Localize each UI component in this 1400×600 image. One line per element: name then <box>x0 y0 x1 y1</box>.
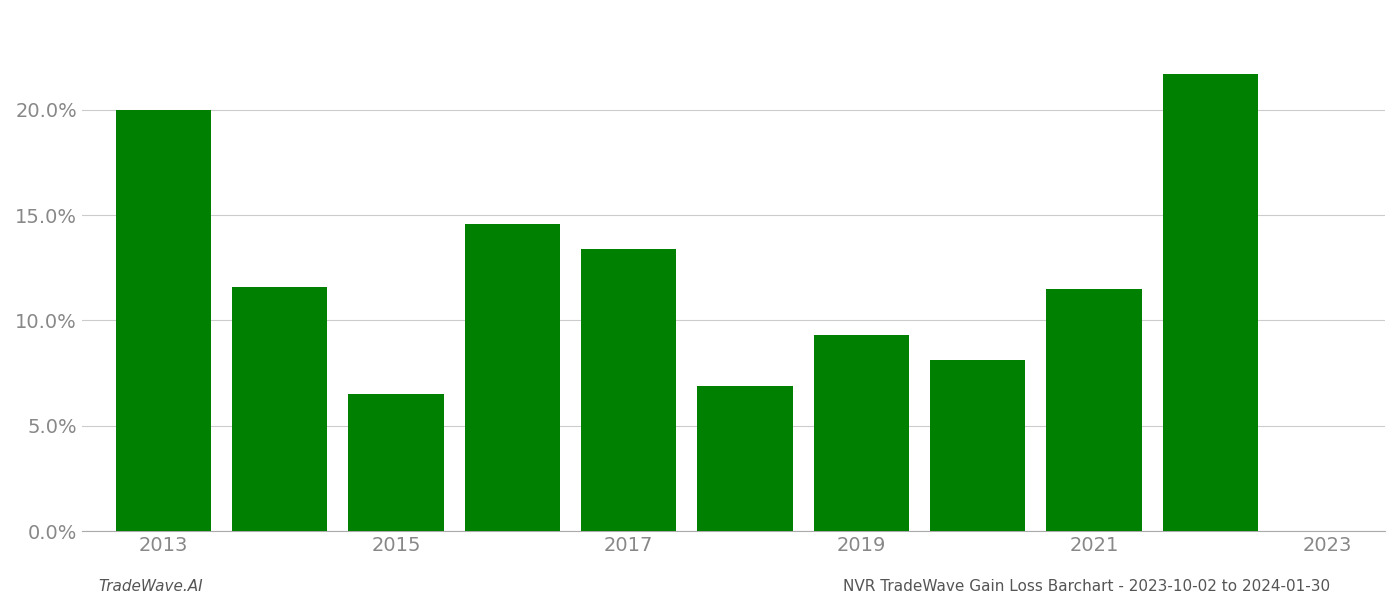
Text: TradeWave.AI: TradeWave.AI <box>98 579 203 594</box>
Bar <box>1163 74 1259 531</box>
Bar <box>232 287 328 531</box>
Bar <box>1046 289 1142 531</box>
Bar <box>465 224 560 531</box>
Bar <box>116 110 211 531</box>
Bar <box>697 386 792 531</box>
Bar <box>581 249 676 531</box>
Bar <box>813 335 909 531</box>
Bar <box>349 394 444 531</box>
Text: NVR TradeWave Gain Loss Barchart - 2023-10-02 to 2024-01-30: NVR TradeWave Gain Loss Barchart - 2023-… <box>843 579 1330 594</box>
Bar <box>930 361 1025 531</box>
